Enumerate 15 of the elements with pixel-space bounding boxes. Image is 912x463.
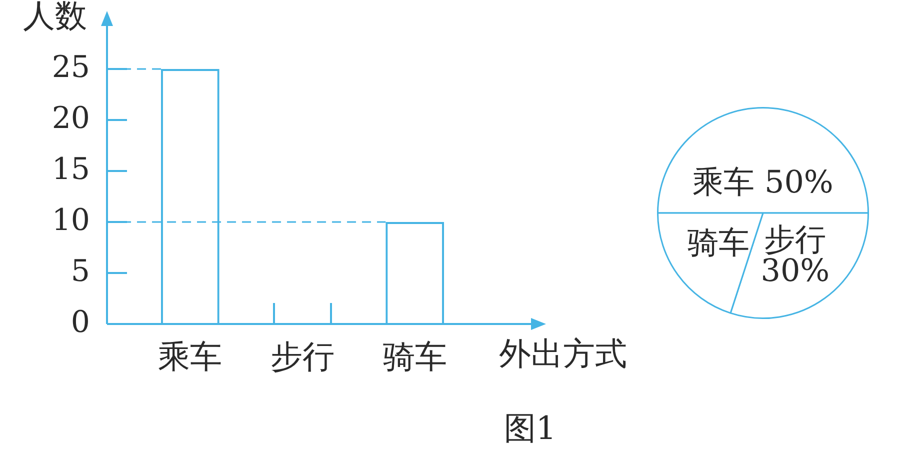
x-tick-label: 骑车 (382, 338, 447, 376)
y-tick-label: 15 (52, 152, 90, 187)
y-tick-label: 10 (52, 202, 90, 238)
y-tick-label: 5 (70, 254, 90, 289)
x-axis-title: 外出方式 (499, 334, 627, 372)
slice-label: 骑车 (688, 225, 750, 262)
x-tick-label: 步行 (270, 338, 334, 376)
y-tick-label: 20 (52, 100, 90, 136)
slice-label: 乘车 50% (692, 164, 834, 201)
slice-label: 步行 (764, 222, 826, 258)
caption: 图1 (502, 409, 558, 447)
y-tick-label: 0 (70, 304, 90, 340)
x-tick-label: 乘车 (158, 338, 222, 376)
y-axis-title: 人数 (23, 0, 87, 34)
y-tick-label: 25 (52, 50, 90, 85)
